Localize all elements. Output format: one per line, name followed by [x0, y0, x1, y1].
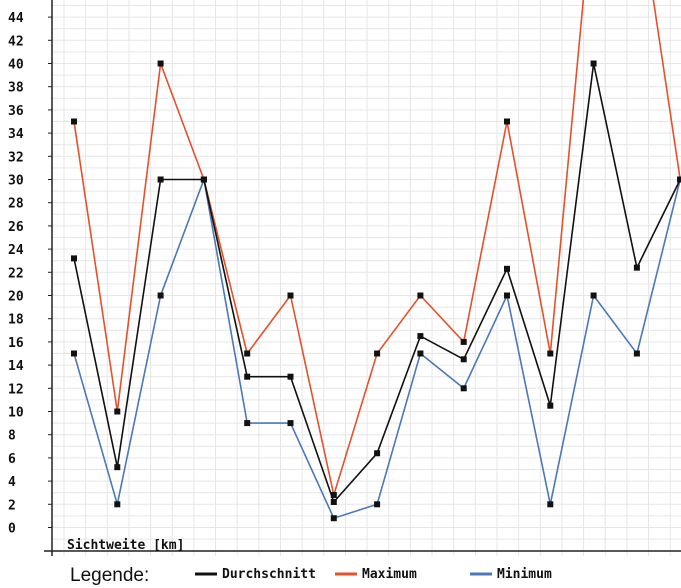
- data-point: [677, 176, 681, 183]
- legend-title: Legende:: [70, 565, 149, 586]
- y-tick-label: 30: [8, 174, 24, 189]
- data-point: [200, 176, 207, 183]
- legend-label-durchschnitt: Durchschnitt: [222, 567, 316, 582]
- data-point: [590, 292, 597, 299]
- data-point: [244, 420, 251, 427]
- data-point: [504, 265, 510, 272]
- y-tick-label: 20: [8, 290, 24, 305]
- y-tick-label: 24: [8, 243, 24, 258]
- y-tick-label: 36: [8, 104, 24, 119]
- data-point: [633, 350, 640, 357]
- series-line-minimum: [73, 176, 681, 520]
- data-point: [374, 450, 381, 457]
- y-tick-label: 12: [8, 382, 24, 397]
- data-point: [330, 498, 337, 505]
- data-point: [374, 350, 381, 357]
- legend-label-maximum: Maximum: [362, 567, 417, 582]
- data-point: [287, 373, 294, 380]
- data-point: [157, 176, 164, 183]
- data-point: [417, 350, 424, 357]
- y-tick-label: 22: [8, 266, 24, 281]
- data-point: [590, 60, 597, 67]
- data-point: [460, 385, 467, 392]
- data-point: [417, 292, 424, 299]
- grid: [52, 0, 681, 556]
- data-point: [71, 118, 77, 125]
- data-point: [114, 501, 121, 508]
- data-point: [374, 501, 381, 508]
- data-point: [504, 118, 510, 125]
- data-point: [114, 464, 121, 471]
- y-tick-label: 16: [8, 336, 24, 351]
- data-point: [71, 350, 77, 357]
- series-minimum: [71, 176, 681, 522]
- data-point: [244, 350, 251, 357]
- data-point: [460, 338, 467, 345]
- y-tick-label: 40: [8, 58, 24, 73]
- x-axis-label: Sichtweite [km]: [67, 538, 184, 553]
- legend-label-minimum: Minimum: [497, 567, 552, 582]
- data-point: [157, 292, 164, 299]
- data-point: [157, 60, 164, 67]
- data-point: [417, 333, 424, 340]
- data-point: [547, 350, 554, 357]
- y-tick-label: 6: [8, 452, 16, 467]
- y-tick-label: 44: [8, 11, 24, 26]
- data-point: [330, 515, 337, 522]
- y-tick-label: 34: [8, 127, 24, 142]
- data-point: [547, 402, 554, 409]
- y-tick-label: 32: [8, 150, 24, 165]
- data-point: [71, 255, 77, 262]
- data-point: [114, 408, 121, 415]
- data-point: [330, 492, 337, 499]
- data-point: [287, 420, 294, 427]
- data-point: [287, 292, 294, 299]
- legend: Legende: Durchschnitt Maximum Minimum: [70, 565, 552, 586]
- y-tick-label: 18: [8, 313, 24, 328]
- y-tick-label: 8: [8, 429, 16, 444]
- y-tick-label: 38: [8, 81, 24, 96]
- axes: 0246810121416182022242628303234363840424…: [8, 0, 681, 556]
- series-maximum: [71, 0, 681, 499]
- y-tick-label: 28: [8, 197, 24, 212]
- data-point: [633, 264, 640, 271]
- y-tick-label: 2: [8, 498, 16, 513]
- data-point: [504, 292, 510, 299]
- y-tick-label: 10: [8, 406, 24, 421]
- y-tick-label: 4: [8, 475, 16, 490]
- data-point: [547, 501, 554, 508]
- series-line-maximum: [73, 0, 681, 499]
- y-tick-label: 0: [8, 522, 16, 537]
- y-tick-label: 26: [8, 220, 24, 235]
- data-point: [460, 356, 467, 363]
- series-layer: [71, 0, 681, 522]
- y-tick-label: 14: [8, 359, 24, 374]
- data-point: [244, 373, 251, 380]
- series-durchschnitt: [71, 60, 681, 505]
- y-tick-label: 42: [8, 34, 24, 49]
